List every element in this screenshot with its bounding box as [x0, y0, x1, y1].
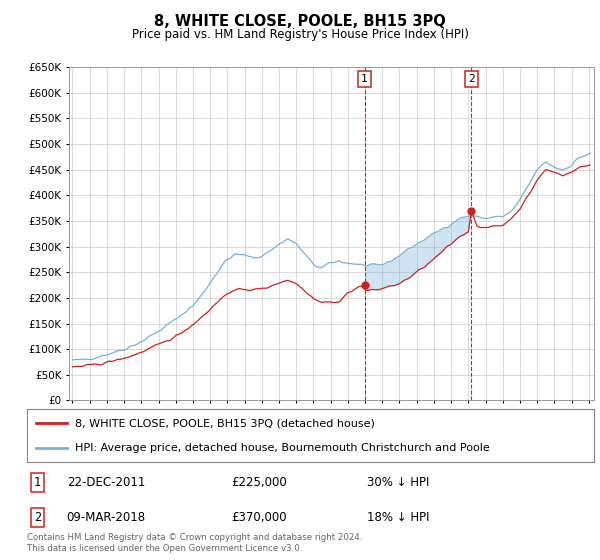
Text: 2: 2	[34, 511, 41, 524]
Text: 2: 2	[468, 74, 475, 84]
Text: HPI: Average price, detached house, Bournemouth Christchurch and Poole: HPI: Average price, detached house, Bour…	[75, 442, 490, 452]
Text: Contains HM Land Registry data © Crown copyright and database right 2024.
This d: Contains HM Land Registry data © Crown c…	[27, 533, 362, 553]
Text: £370,000: £370,000	[231, 511, 287, 524]
Text: 22-DEC-2011: 22-DEC-2011	[67, 476, 145, 489]
Text: 1: 1	[361, 74, 368, 84]
Text: 8, WHITE CLOSE, POOLE, BH15 3PQ: 8, WHITE CLOSE, POOLE, BH15 3PQ	[154, 14, 446, 29]
Text: £225,000: £225,000	[231, 476, 287, 489]
Text: 8, WHITE CLOSE, POOLE, BH15 3PQ (detached house): 8, WHITE CLOSE, POOLE, BH15 3PQ (detache…	[75, 418, 375, 428]
Text: 09-MAR-2018: 09-MAR-2018	[67, 511, 146, 524]
Text: 18% ↓ HPI: 18% ↓ HPI	[367, 511, 430, 524]
Text: 30% ↓ HPI: 30% ↓ HPI	[367, 476, 430, 489]
Text: 1: 1	[34, 476, 41, 489]
Text: Price paid vs. HM Land Registry's House Price Index (HPI): Price paid vs. HM Land Registry's House …	[131, 28, 469, 41]
